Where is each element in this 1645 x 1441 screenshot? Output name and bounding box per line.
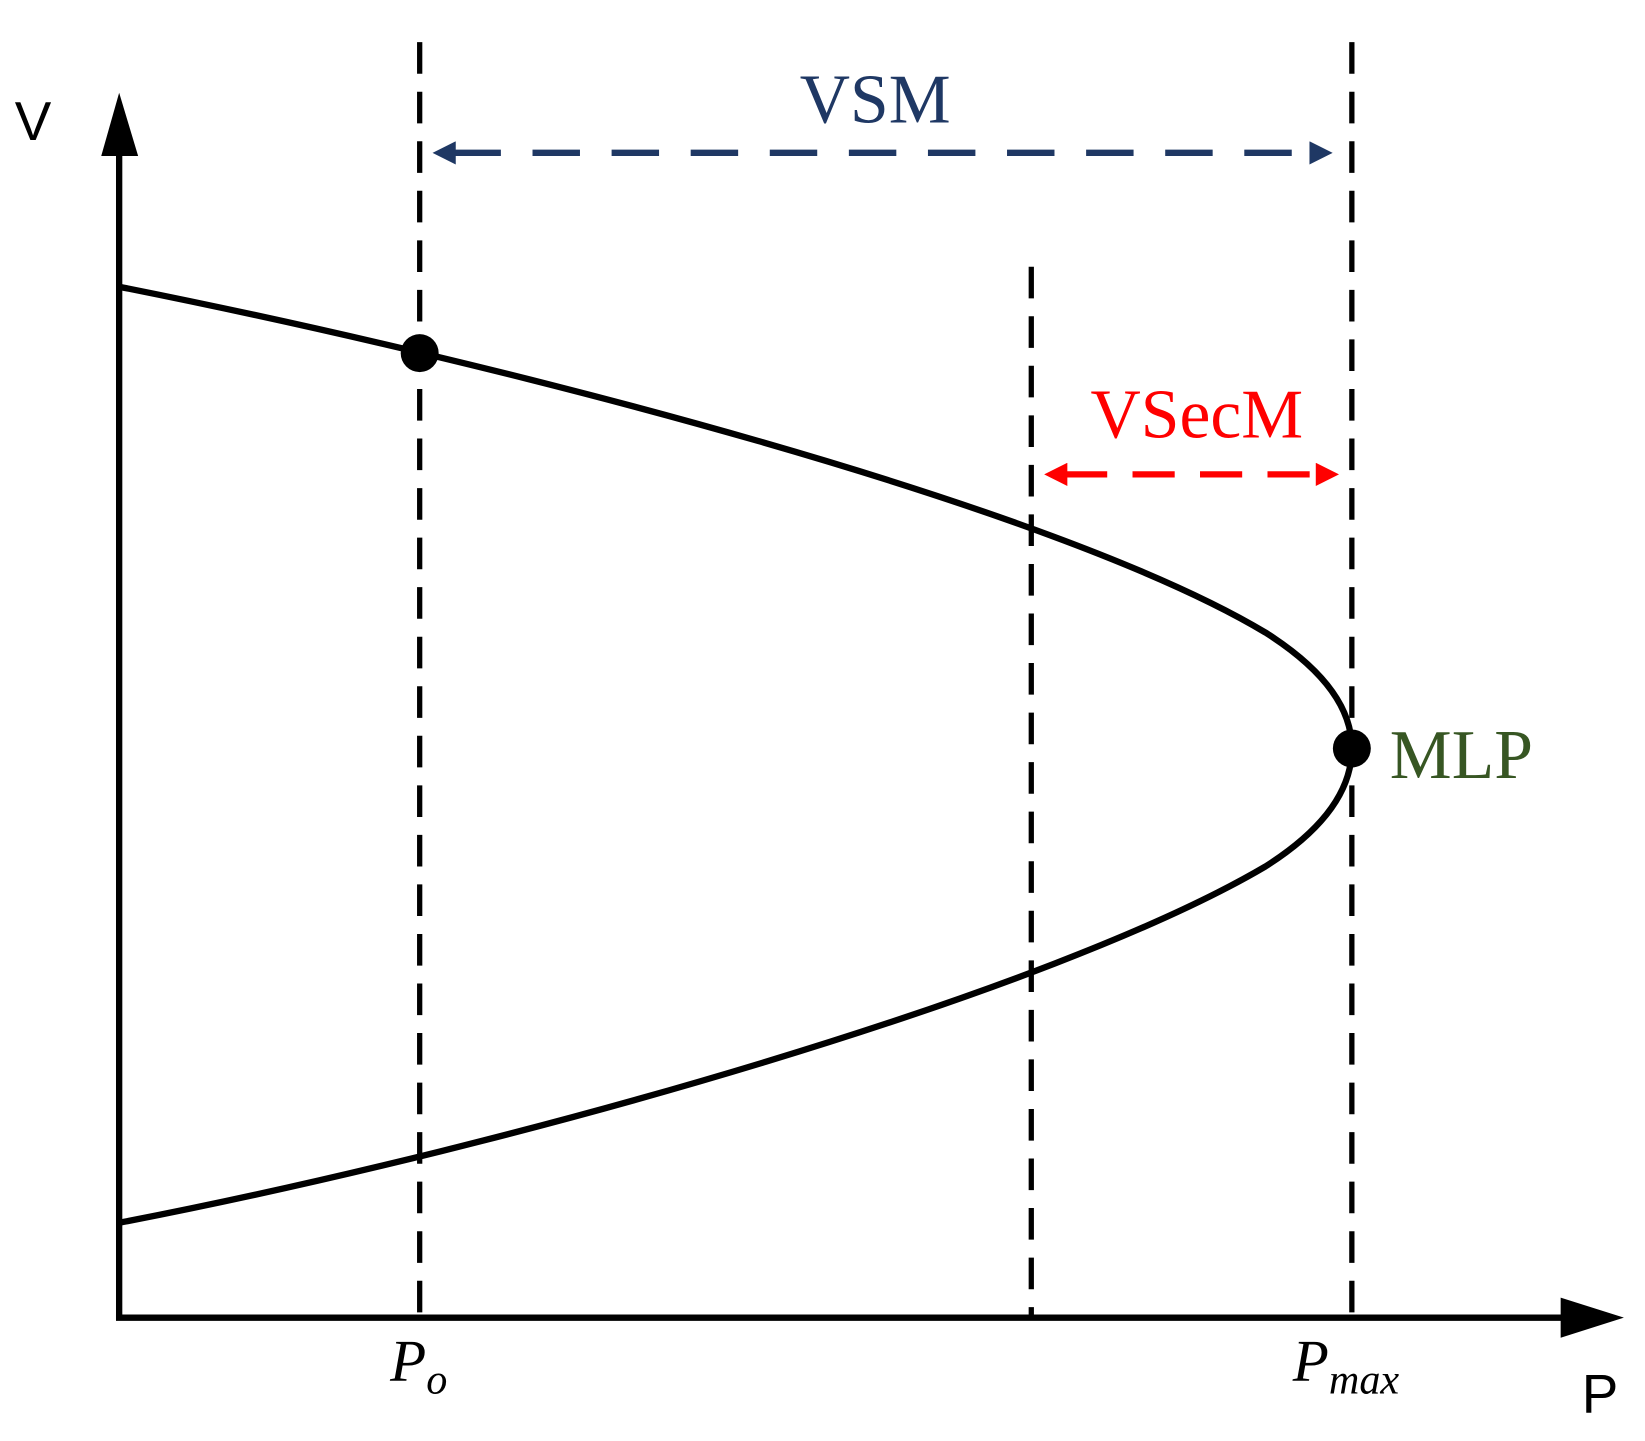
y-axis-arrow	[101, 92, 139, 157]
p-max-main: P	[1292, 1328, 1329, 1394]
y-axis-label: V	[15, 90, 52, 152]
vsecm-label: VSecM	[1091, 376, 1304, 453]
mlp-label: MLP	[1390, 717, 1533, 794]
operating-point	[400, 334, 439, 373]
x-axis-label: P	[1582, 1363, 1619, 1425]
p-o-main: P	[389, 1328, 426, 1394]
x-axis-arrow	[1560, 1297, 1624, 1338]
p-max-label: Pmax	[1292, 1328, 1400, 1404]
mlp-point	[1332, 729, 1371, 768]
p-o-label: Po	[389, 1328, 447, 1404]
p-o-sub: o	[426, 1357, 447, 1404]
vsm-label: VSM	[800, 61, 951, 138]
p-max-sub: max	[1329, 1357, 1400, 1404]
